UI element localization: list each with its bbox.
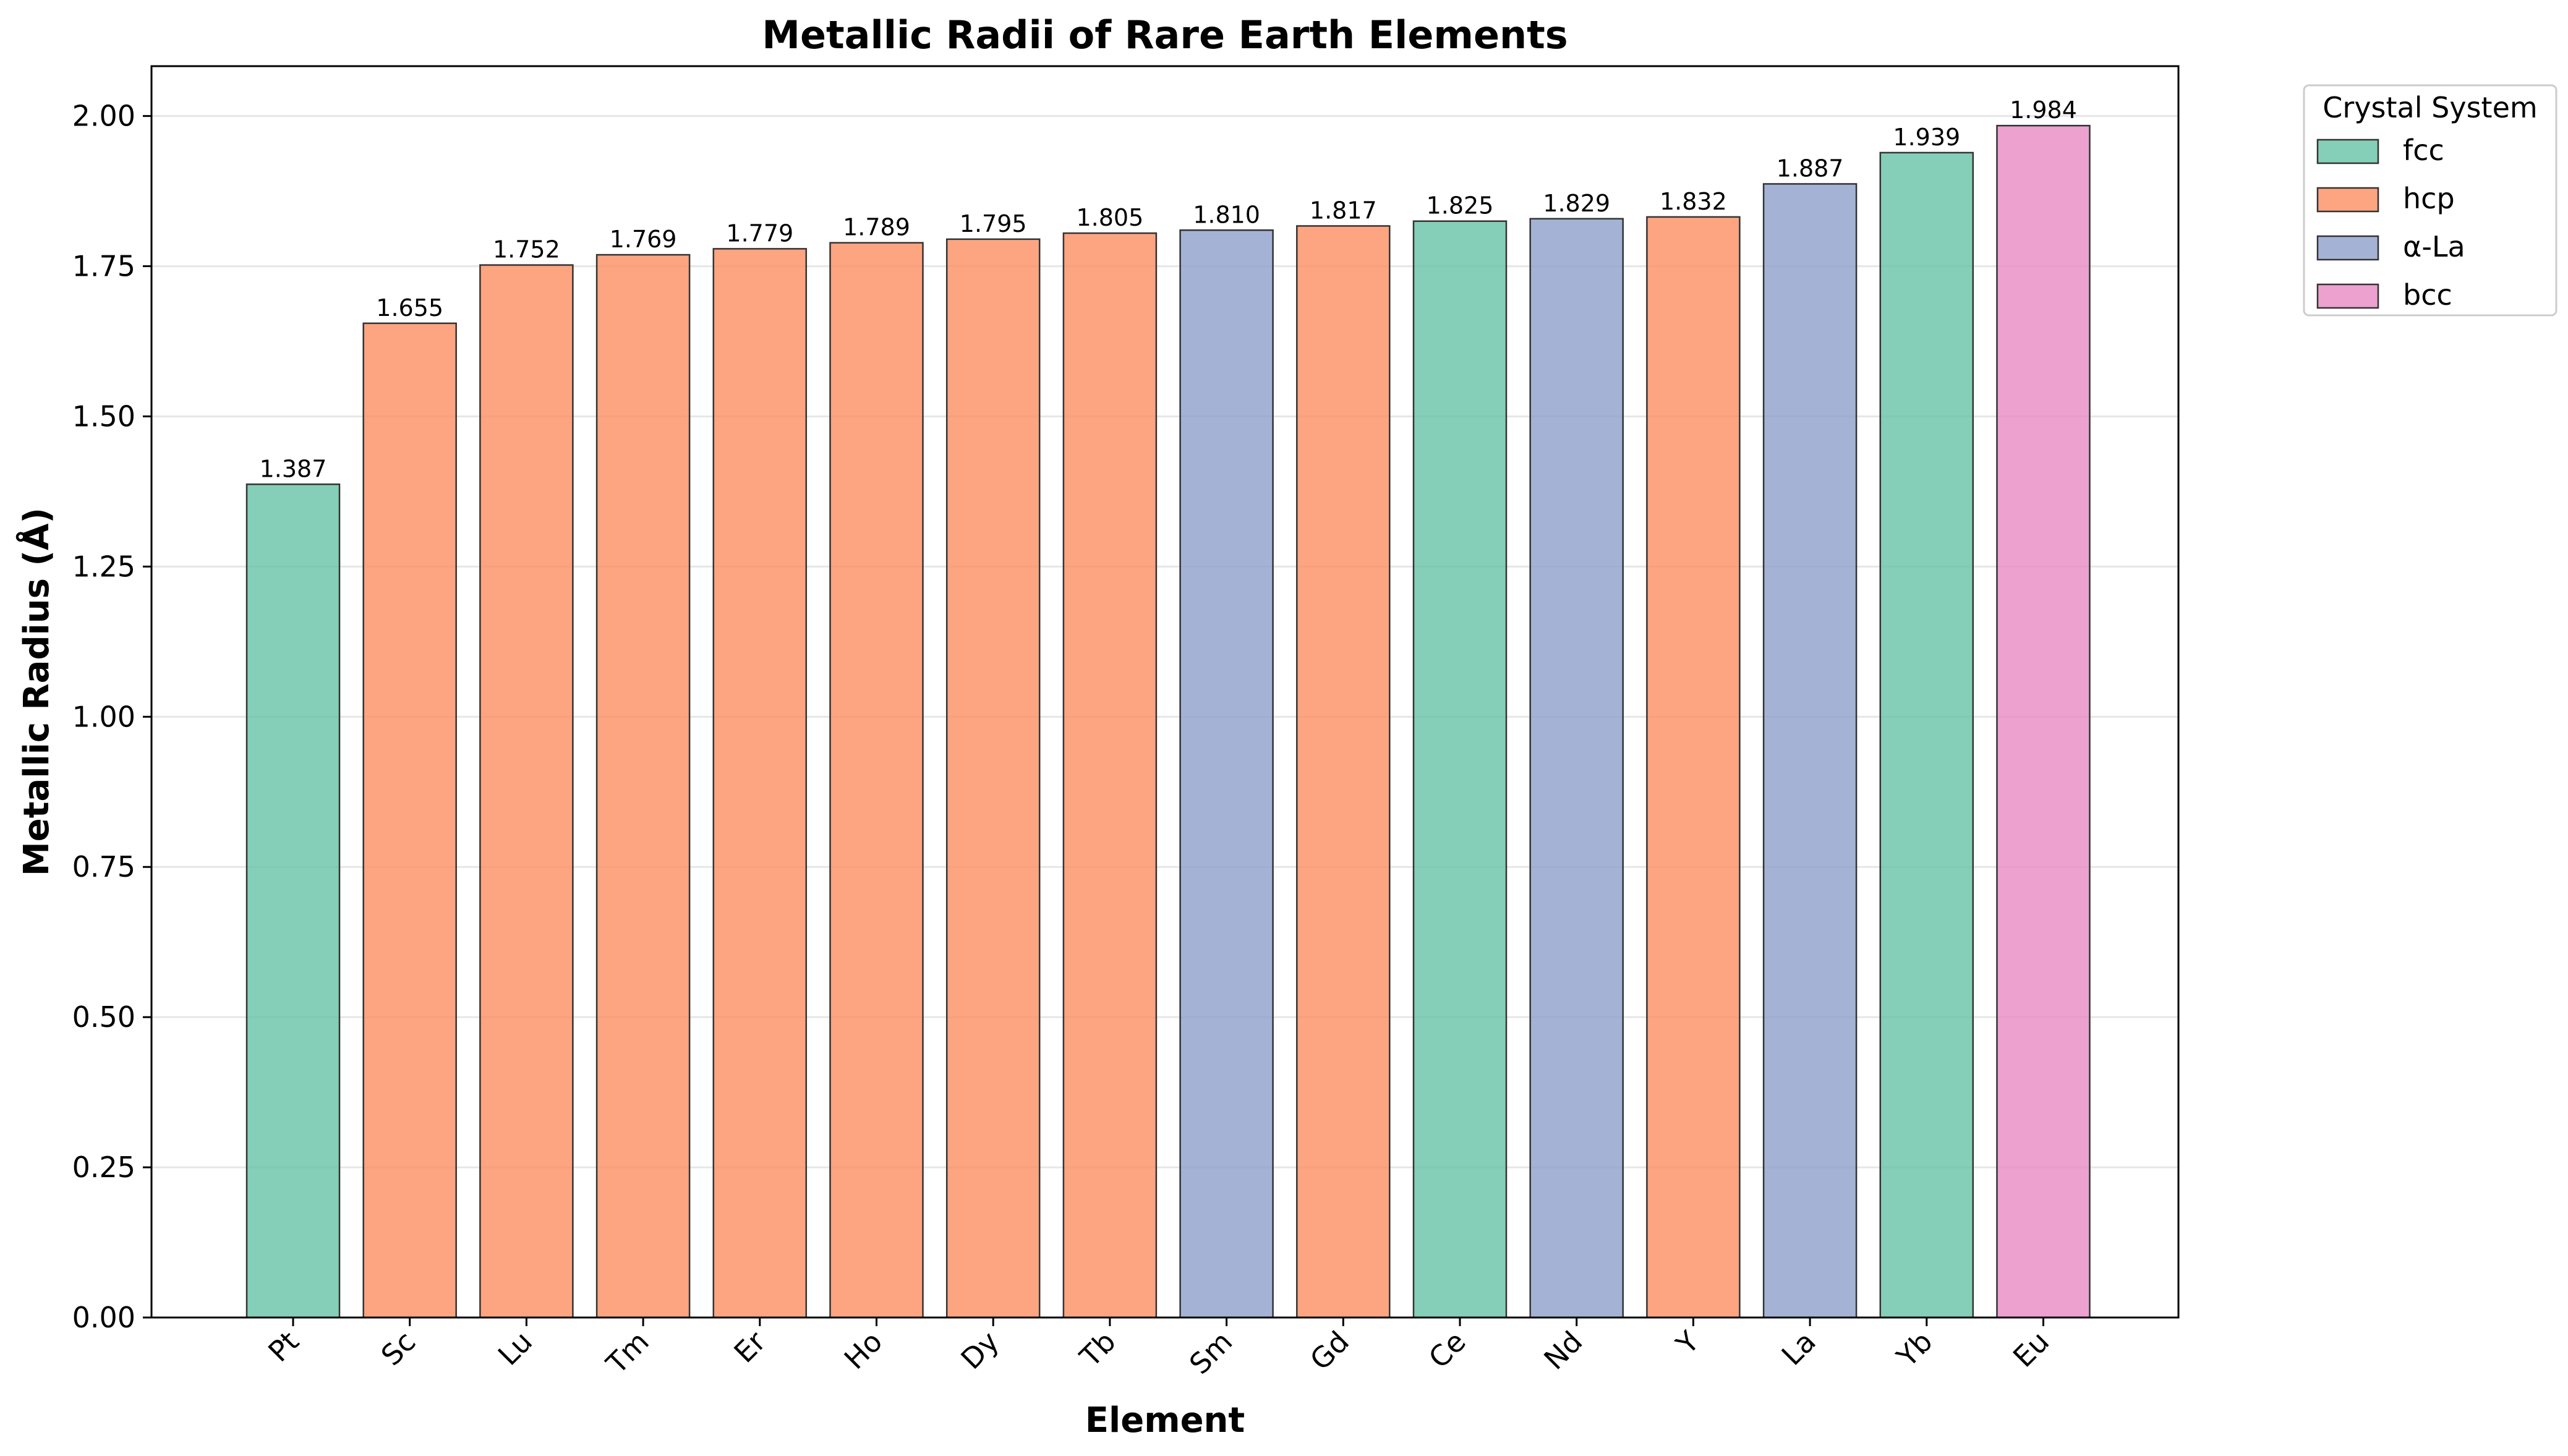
bars: [245, 124, 2091, 1319]
legend-label: α-La: [2403, 230, 2465, 263]
bar-value-label: 1.387: [260, 455, 327, 482]
legend-swatch: [2316, 235, 2379, 261]
bar-value-label: 1.655: [376, 294, 443, 321]
bar-value-label: 1.795: [960, 210, 1027, 237]
bar-value-label: 1.825: [1427, 192, 1494, 219]
bar-dy: [945, 238, 1041, 1319]
bar-value-label: 1.939: [1893, 124, 1960, 151]
legend-swatch: [2316, 187, 2379, 213]
bar-er: [712, 248, 808, 1319]
bar-value-label: 1.752: [493, 236, 560, 263]
bar-value-label: 1.779: [726, 219, 793, 247]
y-tick-label: 0.00: [72, 1301, 135, 1334]
bar-yb: [1879, 151, 1974, 1319]
legend-swatch: [2316, 138, 2379, 164]
bar-value-label: 1.805: [1077, 204, 1144, 231]
bar-y: [1646, 216, 1741, 1319]
y-axis-label: Metallic Radius (Å): [16, 508, 57, 876]
bar-lu: [479, 264, 574, 1319]
bar-ho: [829, 242, 924, 1319]
bar-value-label: 1.817: [1310, 197, 1377, 224]
legend-label: hcp: [2403, 182, 2455, 215]
bar-tb: [1062, 232, 1158, 1319]
legend-items: fcc hcp α-La bcc: [2316, 134, 2465, 312]
bar-tm: [595, 253, 691, 1319]
bar-value-label: 1.769: [610, 226, 677, 253]
bar-pt: [245, 483, 341, 1319]
x-axis-label: Element: [1085, 1400, 1245, 1441]
bar-value-labels: 1.387 1.655 1.752 1.769 1.779 1.789 1.795 1.805…: [260, 96, 2077, 482]
bar-value-label: 1.887: [1777, 155, 1844, 182]
bar-value-label: 1.984: [2010, 96, 2077, 124]
bar-value-label: 1.829: [1543, 190, 1610, 217]
y-tick-label: 1.50: [72, 399, 135, 433]
bar-gd: [1296, 225, 1391, 1319]
y-tick-label: 0.75: [72, 850, 135, 883]
y-tick-label: 1.75: [72, 250, 135, 283]
y-tick-label: 2.00: [72, 100, 135, 133]
bar-sm: [1179, 229, 1274, 1319]
legend-swatch: [2316, 283, 2379, 309]
bar-value-label: 1.789: [843, 214, 910, 241]
bar-sc: [362, 322, 457, 1319]
y-tick-label: 1.25: [72, 550, 135, 583]
chart-title: Metallic Radii of Rare Earth Elements: [762, 12, 1568, 57]
y-tick-label: 0.50: [72, 1000, 135, 1034]
y-tick-label: 1.00: [72, 700, 135, 733]
bar-value-label: 1.810: [1193, 201, 1260, 228]
bar-nd: [1529, 218, 1624, 1319]
legend: Crystal System fcc hcp α-La bcc: [2303, 84, 2557, 317]
bar-value-label: 1.832: [1660, 188, 1727, 215]
bar-ce: [1412, 220, 1508, 1319]
legend-title: Crystal System: [2323, 91, 2537, 124]
bar-la: [1762, 183, 1858, 1319]
bar-eu: [1996, 124, 2091, 1319]
legend-label: fcc: [2403, 134, 2444, 167]
y-tick-label: 0.25: [72, 1151, 135, 1184]
plot-frame: [150, 65, 2180, 1319]
legend-label: bcc: [2403, 278, 2452, 312]
